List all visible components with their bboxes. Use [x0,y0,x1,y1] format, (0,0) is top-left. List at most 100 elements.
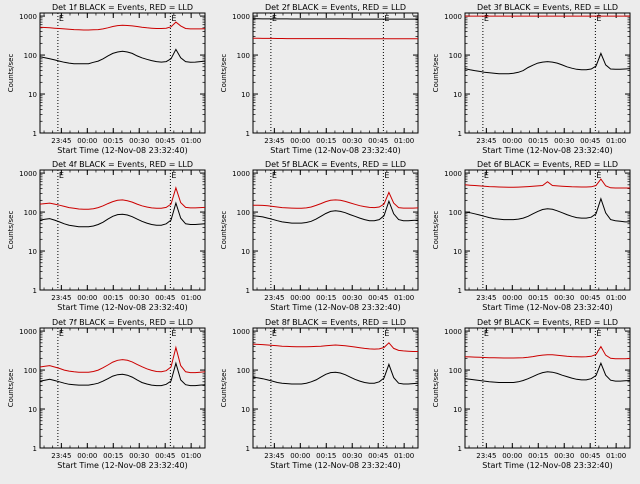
y-tick-label: 100 [237,52,250,60]
chart-panel-3: Det 3f BLACK = Events, RED = LLD11010010… [432,3,630,155]
x-tick-label: 00:30 [129,452,149,460]
event-marker-label: E [384,14,389,23]
y-axis-label: Counts/sec [432,54,440,93]
x-tick-label: 00:45 [368,452,388,460]
event-marker-label: E [484,329,489,338]
x-tick-label: 00:45 [368,137,388,145]
x-tick-label: 01:00 [181,294,201,302]
chart-title: Det 5f BLACK = Events, RED = LLD [265,160,406,169]
event-marker-label: E [171,329,176,338]
x-tick-label: 00:45 [155,137,175,145]
series-line [465,199,630,222]
chart-panel-4: Det 4f BLACK = Events, RED = LLD11010010… [7,160,205,312]
x-tick-label: 00:15 [103,137,123,145]
y-tick-label: 1 [458,445,462,453]
y-axis-label: Counts/sec [220,211,228,250]
event-marker-label: E [384,329,389,338]
x-axis-label: Start Time (12-Nov-08 23:32:40) [57,303,187,312]
chart-title: Det 2f BLACK = Events, RED = LLD [265,3,406,12]
y-axis-label: Counts/sec [7,369,15,408]
y-tick-label: 10 [241,91,250,99]
event-marker-label: E [596,14,601,23]
x-tick-label: 00:30 [554,452,574,460]
chart-title: Det 4f BLACK = Events, RED = LLD [52,160,193,169]
chart-title: Det 7f BLACK = Events, RED = LLD [52,318,193,327]
y-tick-label: 1000 [19,13,37,21]
y-tick-label: 1000 [19,170,37,178]
y-tick-label: 1 [33,445,37,453]
y-tick-label: 1 [246,445,250,453]
plot-frame [40,170,205,290]
plot-frame [40,13,205,133]
y-tick-label: 1 [458,287,462,295]
y-axis-label: Counts/sec [7,211,15,250]
chart-panel-1: Det 1f BLACK = Events, RED = LLD11010010… [7,3,205,155]
y-axis-label: Counts/sec [220,54,228,93]
event-marker-label: E [484,14,489,23]
y-tick-label: 10 [28,91,37,99]
x-tick-label: 00:45 [580,452,600,460]
x-tick-label: 01:00 [181,137,201,145]
series-line [40,188,205,210]
x-tick-label: 23:45 [51,137,71,145]
x-tick-label: 00:30 [342,137,362,145]
chart-title: Det 9f BLACK = Events, RED = LLD [477,318,618,327]
y-tick-label: 1000 [232,170,250,178]
event-marker-label: E [59,14,64,23]
x-tick-label: 23:45 [476,452,496,460]
y-tick-label: 1 [33,130,37,138]
series-line [253,343,418,352]
chart-panel-6: Det 6f BLACK = Events, RED = LLD11010010… [432,160,630,312]
x-tick-label: 00:15 [103,294,123,302]
y-tick-label: 100 [24,367,37,375]
plot-frame [253,170,418,290]
chart-panel-9: Det 9f BLACK = Events, RED = LLD11010010… [432,318,630,470]
x-tick-label: 01:00 [606,137,626,145]
y-axis-label: Counts/sec [220,369,228,408]
x-tick-label: 01:00 [606,294,626,302]
y-tick-label: 100 [449,367,462,375]
x-tick-label: 00:30 [129,294,149,302]
x-tick-label: 00:30 [342,294,362,302]
x-tick-label: 01:00 [394,452,414,460]
x-tick-label: 01:00 [606,452,626,460]
y-tick-label: 1000 [444,328,462,336]
x-tick-label: 00:00 [290,137,310,145]
x-tick-label: 00:15 [103,452,123,460]
series-line [253,38,418,39]
series-line [465,53,630,73]
series-line [465,363,630,382]
x-tick-label: 00:45 [155,294,175,302]
y-tick-label: 100 [449,209,462,217]
chart-panel-5: Det 5f BLACK = Events, RED = LLD11010010… [220,160,418,312]
x-tick-label: 00:00 [290,452,310,460]
y-axis-label: Counts/sec [432,211,440,250]
x-axis-label: Start Time (12-Nov-08 23:32:40) [482,461,612,470]
x-axis-label: Start Time (12-Nov-08 23:32:40) [57,461,187,470]
x-tick-label: 23:45 [51,452,71,460]
x-axis-label: Start Time (12-Nov-08 23:32:40) [270,461,400,470]
x-tick-label: 00:30 [342,452,362,460]
x-tick-label: 00:00 [502,452,522,460]
x-tick-label: 00:45 [155,452,175,460]
event-marker-label: E [59,329,64,338]
x-tick-label: 00:00 [77,452,97,460]
chart-title: Det 1f BLACK = Events, RED = LLD [52,3,193,12]
event-marker-label: E [272,171,277,180]
x-tick-label: 23:45 [476,137,496,145]
plot-frame [465,328,630,448]
x-tick-label: 23:45 [264,294,284,302]
x-tick-label: 00:15 [316,137,336,145]
series-line [465,179,630,188]
x-tick-label: 00:00 [502,137,522,145]
x-tick-label: 00:00 [290,294,310,302]
y-tick-label: 1000 [444,170,462,178]
x-tick-label: 00:45 [580,137,600,145]
y-tick-label: 1000 [444,13,462,21]
y-tick-label: 10 [28,248,37,256]
y-tick-label: 100 [449,52,462,60]
x-tick-label: 23:45 [51,294,71,302]
chart-title: Det 3f BLACK = Events, RED = LLD [477,3,618,12]
event-marker-label: E [59,171,64,180]
event-marker-label: E [596,329,601,338]
